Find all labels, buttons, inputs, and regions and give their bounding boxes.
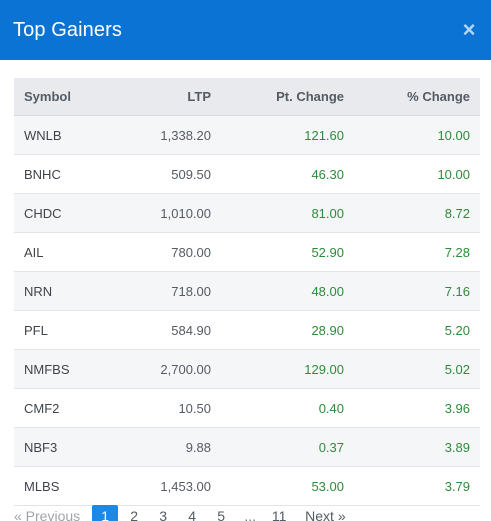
ltp-cell: 584.90 bbox=[109, 310, 221, 350]
symbol-cell[interactable]: NBF3 bbox=[14, 427, 109, 467]
table-row[interactable]: CHDC 1,010.00 81.00 8.72 bbox=[14, 193, 480, 233]
symbol-cell[interactable]: CMF2 bbox=[14, 388, 109, 428]
ltp-cell: 2,700.00 bbox=[109, 349, 221, 389]
gainers-table: Symbol LTP Pt. Change % Change WNLB 1,33… bbox=[14, 78, 480, 506]
pct-change-cell: 3.96 bbox=[354, 388, 480, 428]
gainers-table-container: Symbol LTP Pt. Change % Change WNLB 1,33… bbox=[14, 78, 480, 506]
ltp-cell: 718.00 bbox=[109, 271, 221, 311]
symbol-cell[interactable]: PFL bbox=[14, 310, 109, 350]
pct-change-cell: 10.00 bbox=[354, 115, 480, 155]
pct-change-cell: 5.02 bbox=[354, 349, 480, 389]
column-header-symbol[interactable]: Symbol bbox=[14, 78, 109, 116]
symbol-cell[interactable]: AIL bbox=[14, 232, 109, 272]
ltp-cell: 1,453.00 bbox=[109, 466, 221, 506]
pt-change-cell: 129.00 bbox=[221, 349, 354, 389]
pt-change-cell: 53.00 bbox=[221, 466, 354, 506]
pt-change-cell: 52.90 bbox=[221, 232, 354, 272]
table-row[interactable]: AIL 780.00 52.90 7.28 bbox=[14, 232, 480, 272]
table-row[interactable]: WNLB 1,338.20 121.60 10.00 bbox=[14, 115, 480, 155]
pagination: « Previous 1 2 3 4 5 ... 11 Next » bbox=[14, 505, 346, 521]
previous-page-button[interactable]: « Previous bbox=[14, 508, 81, 521]
table-row[interactable]: NBF3 9.88 0.37 3.89 bbox=[14, 427, 480, 467]
page-2-button[interactable]: 2 bbox=[130, 508, 139, 521]
column-header-ltp[interactable]: LTP bbox=[109, 78, 221, 116]
column-header-pt-change[interactable]: Pt. Change bbox=[221, 78, 354, 116]
symbol-cell[interactable]: NRN bbox=[14, 271, 109, 311]
modal-header: Top Gainers × bbox=[0, 0, 491, 60]
ltp-cell: 9.88 bbox=[109, 427, 221, 467]
pct-change-cell: 7.16 bbox=[354, 271, 480, 311]
pt-change-cell: 28.90 bbox=[221, 310, 354, 350]
table-row[interactable]: MLBS 1,453.00 53.00 3.79 bbox=[14, 466, 480, 506]
page-3-button[interactable]: 3 bbox=[159, 508, 168, 521]
symbol-cell[interactable]: BNHC bbox=[14, 154, 109, 194]
page-1-button[interactable]: 1 bbox=[92, 505, 119, 521]
ltp-cell: 1,010.00 bbox=[109, 193, 221, 233]
symbol-cell[interactable]: WNLB bbox=[14, 115, 109, 155]
page-4-button[interactable]: 4 bbox=[188, 508, 197, 521]
pagination-ellipsis: ... bbox=[244, 508, 256, 521]
column-header-pct-change[interactable]: % Change bbox=[354, 78, 480, 116]
ltp-cell: 509.50 bbox=[109, 154, 221, 194]
page-5-button[interactable]: 5 bbox=[217, 508, 226, 521]
symbol-cell[interactable]: CHDC bbox=[14, 193, 109, 233]
pt-change-cell: 0.40 bbox=[221, 388, 354, 428]
pct-change-cell: 3.79 bbox=[354, 466, 480, 506]
page-11-button[interactable]: 11 bbox=[271, 508, 287, 521]
pt-change-cell: 0.37 bbox=[221, 427, 354, 467]
ltp-cell: 1,338.20 bbox=[109, 115, 221, 155]
pt-change-cell: 81.00 bbox=[221, 193, 354, 233]
close-icon[interactable]: × bbox=[462, 17, 476, 42]
table-row[interactable]: NMFBS 2,700.00 129.00 5.02 bbox=[14, 349, 480, 389]
pt-change-cell: 48.00 bbox=[221, 271, 354, 311]
table-header-row: Symbol LTP Pt. Change % Change bbox=[14, 78, 480, 116]
pct-change-cell: 10.00 bbox=[354, 154, 480, 194]
pct-change-cell: 8.72 bbox=[354, 193, 480, 233]
pct-change-cell: 3.89 bbox=[354, 427, 480, 467]
symbol-cell[interactable]: MLBS bbox=[14, 466, 109, 506]
next-page-button[interactable]: Next » bbox=[305, 508, 346, 521]
table-row[interactable]: CMF2 10.50 0.40 3.96 bbox=[14, 388, 480, 428]
pt-change-cell: 46.30 bbox=[221, 154, 354, 194]
pct-change-cell: 5.20 bbox=[354, 310, 480, 350]
modal-title: Top Gainers bbox=[13, 18, 122, 41]
table-row[interactable]: NRN 718.00 48.00 7.16 bbox=[14, 271, 480, 311]
ltp-cell: 10.50 bbox=[109, 388, 221, 428]
pct-change-cell: 7.28 bbox=[354, 232, 480, 272]
table-row[interactable]: PFL 584.90 28.90 5.20 bbox=[14, 310, 480, 350]
table-row[interactable]: BNHC 509.50 46.30 10.00 bbox=[14, 154, 480, 194]
ltp-cell: 780.00 bbox=[109, 232, 221, 272]
symbol-cell[interactable]: NMFBS bbox=[14, 349, 109, 389]
pt-change-cell: 121.60 bbox=[221, 115, 354, 155]
